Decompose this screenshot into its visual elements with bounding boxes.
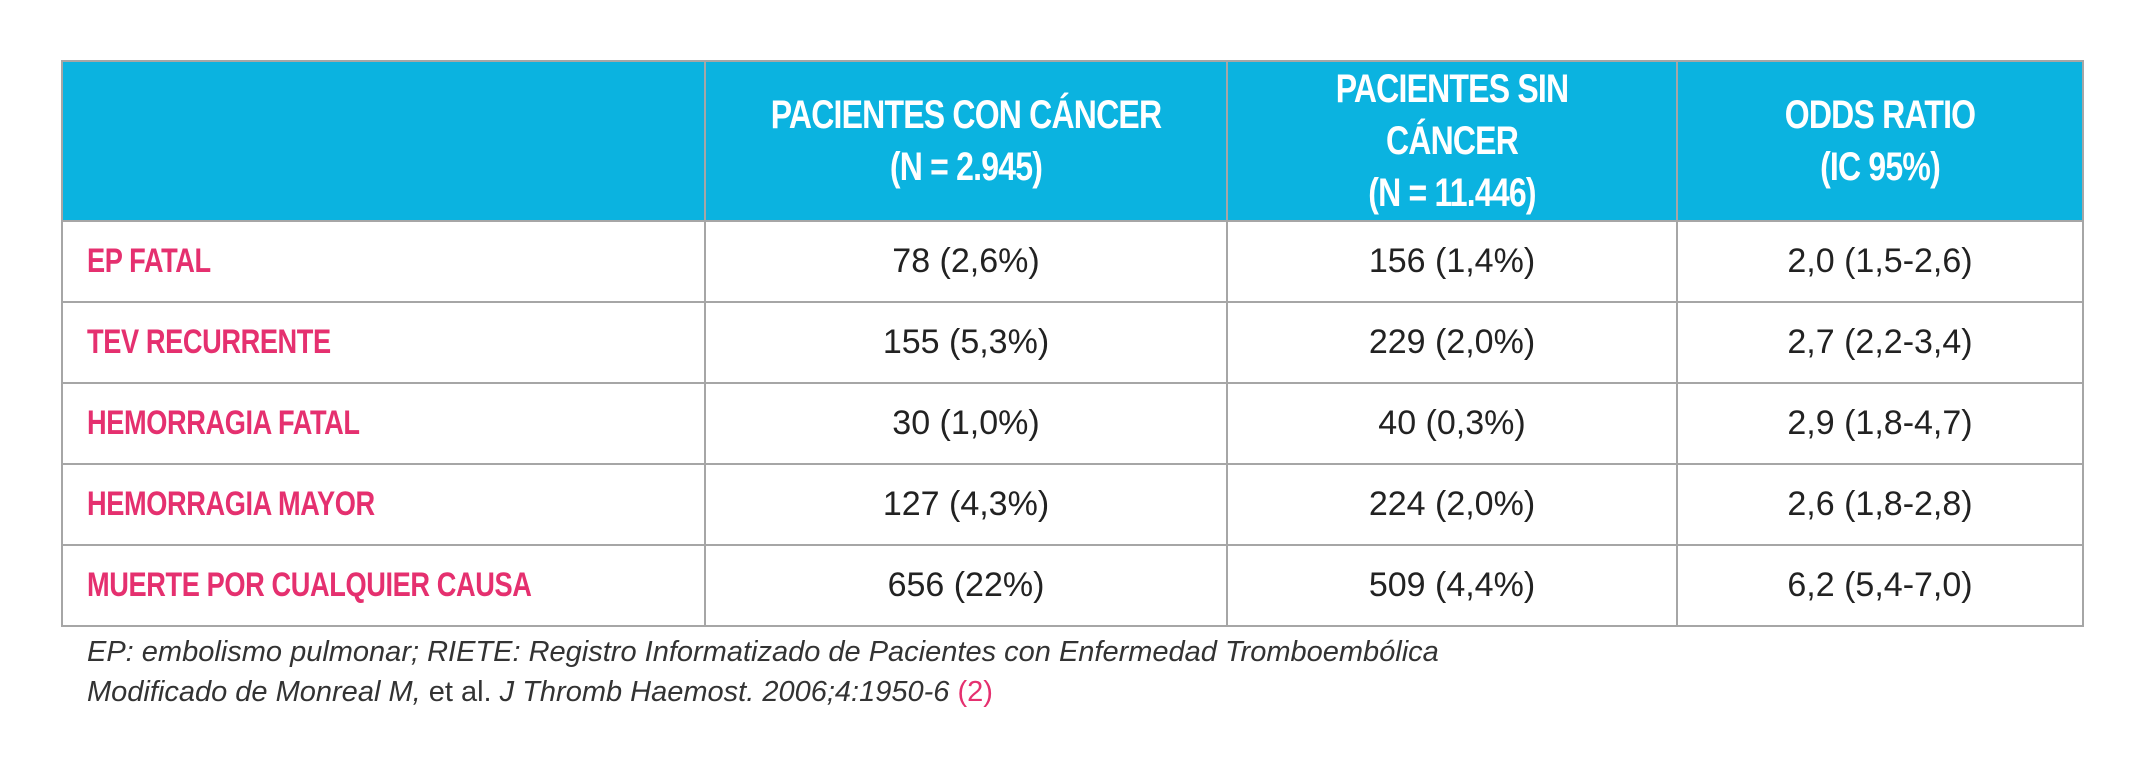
header-cell: PACIENTES CON CÁNCER (N = 2.945) bbox=[704, 60, 1228, 222]
table-row: EP FATAL 78 (2,6%) 156 (1,4%) 2,0 (1,5-2,6) bbox=[61, 220, 2084, 303]
header-cell: ODDS RATIO (IC 95%) bbox=[1676, 60, 2084, 222]
header-cell: PACIENTES SIN CÁNCER (N = 11.446) bbox=[1226, 60, 1678, 222]
table-body: EP FATAL 78 (2,6%) 156 (1,4%) 2,0 (1,5-2,6)… bbox=[61, 220, 2084, 627]
table-cell: 509 (4,4%) bbox=[1226, 544, 1678, 627]
row-label: EP FATAL bbox=[87, 242, 211, 280]
footnote-text: EP: embolismo pulmonar; RIETE: Registro … bbox=[87, 636, 1439, 668]
row-label: HEMORRAGIA FATAL bbox=[87, 404, 360, 442]
header-line: ODDS RATIO bbox=[1784, 93, 1976, 137]
row-label: TEV RECURRENTE bbox=[87, 323, 331, 361]
header-line: (N = 11.446) bbox=[1368, 171, 1536, 215]
table-row: MUERTE POR CUALQUIER CAUSA 656 (22%) 509 (… bbox=[61, 544, 2084, 627]
table-cell: 2,0 (1,5-2,6) bbox=[1676, 220, 2084, 303]
table-cell: 155 (5,3%) bbox=[704, 301, 1228, 384]
footnote-text: Modificado de Monreal M, bbox=[87, 676, 421, 708]
table-cell: 40 (0,3%) bbox=[1226, 382, 1678, 465]
table-row: HEMORRAGIA MAYOR 127 (4,3%) 224 (2,0%) 2,6 … bbox=[61, 463, 2084, 546]
header-row: PACIENTES CON CÁNCER (N = 2.945) PACIENTES… bbox=[61, 60, 2084, 222]
table-cell: 127 (4,3%) bbox=[704, 463, 1228, 546]
footnote: EP: embolismo pulmonar; RIETE: Registro … bbox=[87, 632, 1439, 712]
row-label-cell: TEV RECURRENTE bbox=[61, 301, 706, 384]
table-cell: 2,7 (2,2-3,4) bbox=[1676, 301, 2084, 384]
footnote-line: Modificado de Monreal M, et al. J Thromb… bbox=[87, 672, 1439, 712]
table-cell: 30 (1,0%) bbox=[704, 382, 1228, 465]
table-cell: 656 (22%) bbox=[704, 544, 1228, 627]
header-line: (IC 95%) bbox=[1820, 145, 1941, 189]
table-cell: 2,6 (1,8-2,8) bbox=[1676, 463, 2084, 546]
footnote-text: J Thromb Haemost. 2006;4:1950-6 bbox=[499, 676, 950, 708]
table-cell: 78 (2,6%) bbox=[704, 220, 1228, 303]
table-cell: 229 (2,0%) bbox=[1226, 301, 1678, 384]
footnote-text: et al. bbox=[428, 676, 492, 708]
row-label-cell: HEMORRAGIA FATAL bbox=[61, 382, 706, 465]
table-row: HEMORRAGIA FATAL 30 (1,0%) 40 (0,3%) 2,9 (1… bbox=[61, 382, 2084, 465]
row-label-cell: HEMORRAGIA MAYOR bbox=[61, 463, 706, 546]
header-line: PACIENTES CON CÁNCER bbox=[770, 93, 1162, 137]
results-table: PACIENTES CON CÁNCER (N = 2.945) PACIENTES… bbox=[61, 60, 2084, 627]
row-label-cell: EP FATAL bbox=[61, 220, 706, 303]
row-label: HEMORRAGIA MAYOR bbox=[87, 485, 375, 523]
table-cell: 156 (1,4%) bbox=[1226, 220, 1678, 303]
footnote-line: EP: embolismo pulmonar; RIETE: Registro … bbox=[87, 632, 1439, 672]
table-row: TEV RECURRENTE 155 (5,3%) 229 (2,0%) 2,7 (2… bbox=[61, 301, 2084, 384]
table-cell: 224 (2,0%) bbox=[1226, 463, 1678, 546]
row-label-cell: MUERTE POR CUALQUIER CAUSA bbox=[61, 544, 706, 627]
table-cell: 2,9 (1,8-4,7) bbox=[1676, 382, 2084, 465]
header-empty bbox=[61, 60, 706, 222]
footnote-ref: (2) bbox=[957, 676, 993, 708]
table-cell: 6,2 (5,4-7,0) bbox=[1676, 544, 2084, 627]
header-line: PACIENTES SIN CÁNCER bbox=[1335, 67, 1569, 163]
table-wrap: PACIENTES CON CÁNCER (N = 2.945) PACIENTES… bbox=[61, 60, 2084, 627]
header-line: (N = 2.945) bbox=[889, 145, 1043, 189]
row-label: MUERTE POR CUALQUIER CAUSA bbox=[87, 566, 532, 604]
